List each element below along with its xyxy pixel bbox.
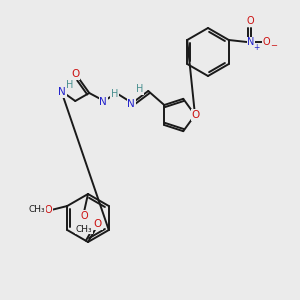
Text: H: H	[66, 80, 73, 90]
Text: −: −	[270, 41, 277, 50]
Text: CH₃: CH₃	[76, 224, 92, 233]
Text: H: H	[136, 84, 143, 94]
Text: O: O	[71, 69, 80, 79]
Text: N: N	[128, 99, 135, 109]
Text: O: O	[44, 205, 52, 215]
Text: CH₃: CH₃	[29, 206, 46, 214]
Text: O: O	[80, 211, 88, 221]
Text: O: O	[94, 219, 102, 229]
Text: N: N	[247, 37, 254, 47]
Text: N: N	[99, 97, 107, 107]
Text: O: O	[263, 37, 271, 47]
Text: O: O	[247, 16, 255, 26]
Text: H: H	[111, 89, 118, 99]
Text: N: N	[58, 87, 66, 97]
Text: O: O	[192, 110, 200, 120]
Text: +: +	[253, 43, 260, 52]
